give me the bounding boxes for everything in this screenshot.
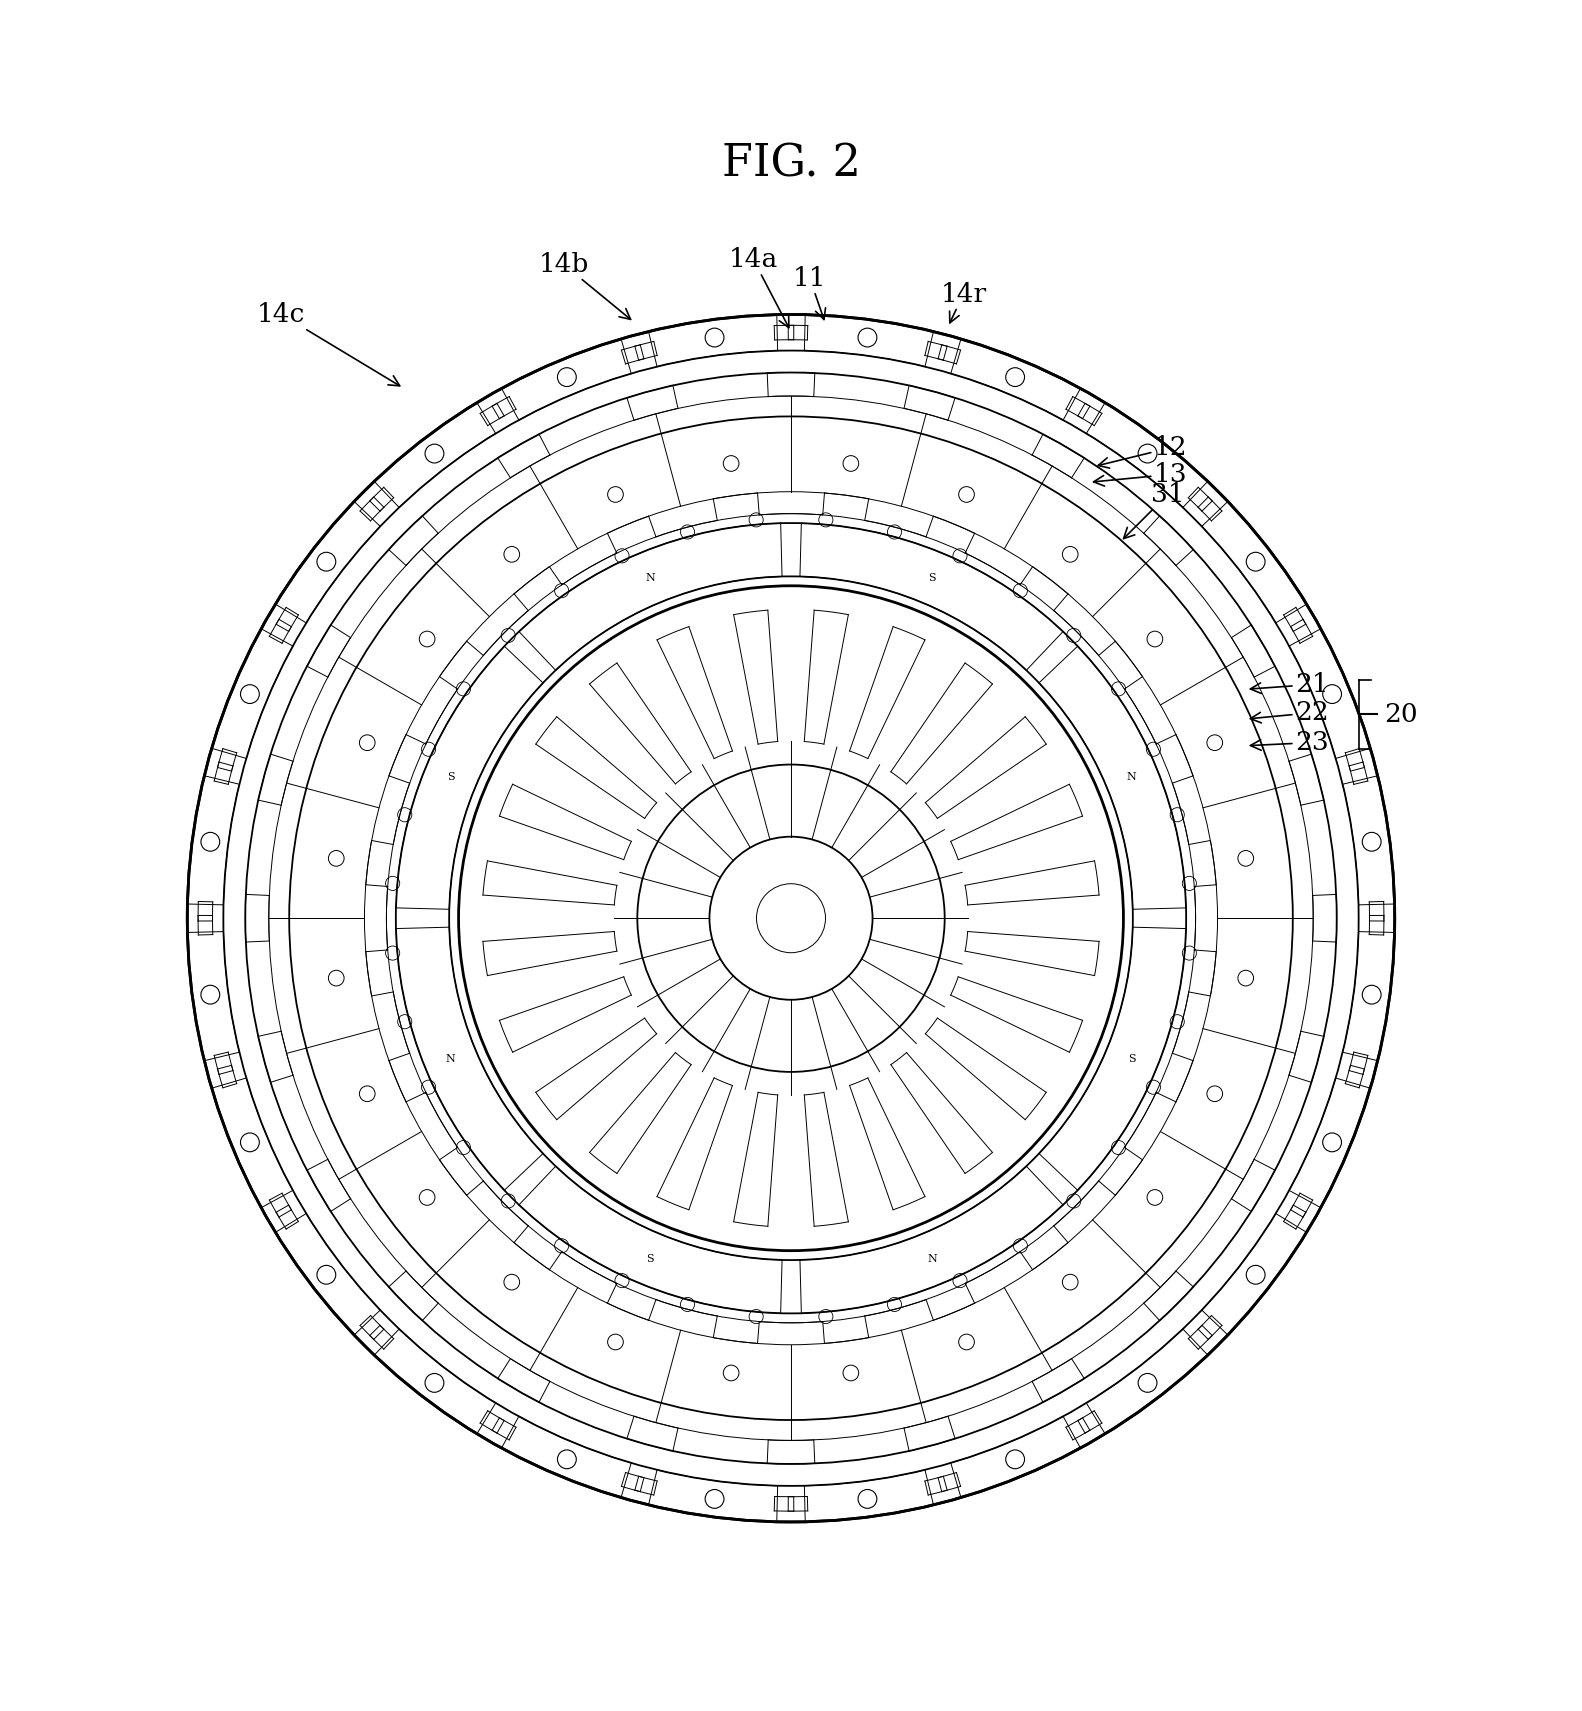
Text: 31: 31: [1123, 483, 1185, 539]
Text: S: S: [446, 772, 454, 782]
Circle shape: [187, 315, 1395, 1523]
Text: S: S: [1128, 1054, 1136, 1064]
Circle shape: [756, 883, 826, 953]
Text: N: N: [446, 1054, 456, 1064]
Text: N: N: [1126, 772, 1136, 782]
Text: S: S: [645, 1254, 653, 1264]
Text: 22: 22: [1250, 700, 1329, 725]
Text: N: N: [645, 573, 655, 583]
Circle shape: [709, 837, 873, 999]
Circle shape: [290, 416, 1292, 1420]
Text: FIG. 2: FIG. 2: [721, 142, 861, 185]
Text: 14a: 14a: [729, 246, 789, 327]
Text: 23: 23: [1250, 731, 1329, 755]
Text: 11: 11: [793, 265, 826, 320]
Text: 20: 20: [1384, 702, 1417, 727]
Circle shape: [459, 585, 1123, 1251]
Circle shape: [638, 765, 944, 1071]
Text: S: S: [929, 573, 937, 583]
Text: 14c: 14c: [258, 303, 400, 385]
Text: 14b: 14b: [538, 252, 631, 320]
Text: 12: 12: [1098, 435, 1188, 469]
Text: 21: 21: [1250, 672, 1329, 696]
Text: 14r: 14r: [940, 282, 987, 323]
Text: N: N: [927, 1254, 937, 1264]
Text: 13: 13: [1093, 462, 1188, 488]
